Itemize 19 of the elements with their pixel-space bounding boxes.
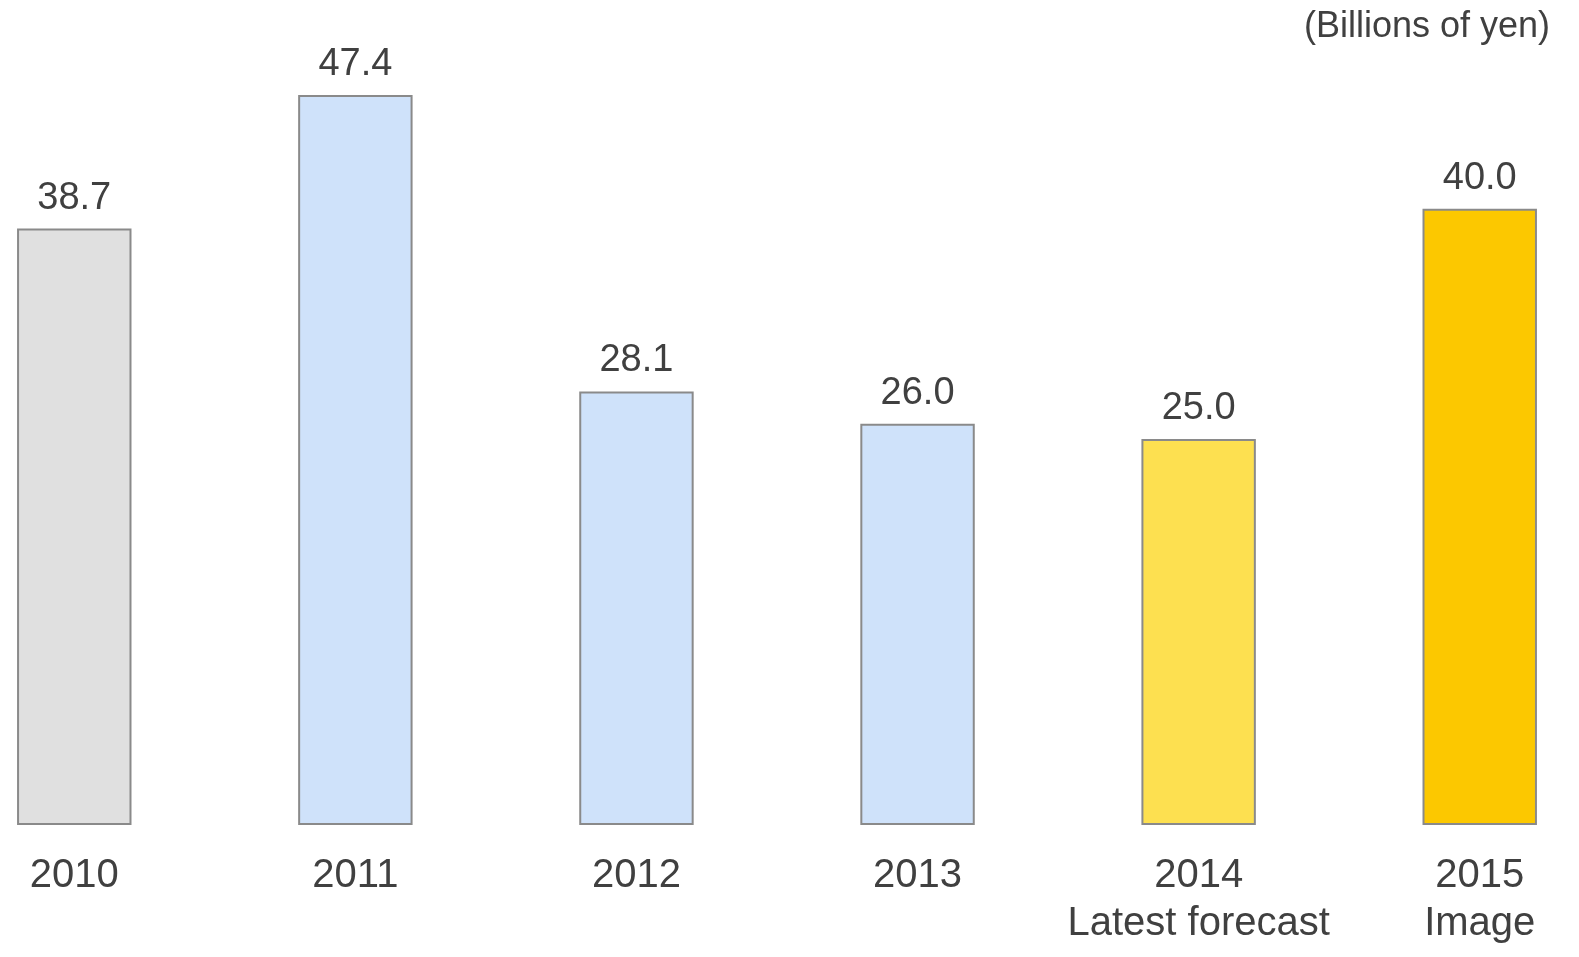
- data-label: 38.7: [37, 174, 112, 217]
- bar: [860, 423, 975, 825]
- bar: [1141, 439, 1256, 825]
- data-label: 26.0: [880, 369, 955, 412]
- data-label: 47.4: [318, 41, 393, 83]
- bar: [579, 391, 694, 825]
- x-tick-label: 2011: [312, 850, 399, 895]
- x-tick-label: 2014 Latest forecast: [1067, 850, 1330, 943]
- x-tick-label: 2013: [873, 850, 963, 895]
- x-tick-label: 2012: [591, 850, 681, 895]
- data-label: 28.1: [599, 337, 674, 380]
- bar: [17, 228, 132, 825]
- bar: [298, 95, 413, 825]
- data-label: 40.0: [1442, 154, 1517, 197]
- x-tick-label: 2010: [29, 850, 119, 895]
- text: (Billions of yen): [1303, 4, 1550, 45]
- x-tick-label: 2015 Image: [1424, 850, 1536, 943]
- data-label: 25.0: [1161, 385, 1236, 428]
- bar: [1422, 208, 1537, 825]
